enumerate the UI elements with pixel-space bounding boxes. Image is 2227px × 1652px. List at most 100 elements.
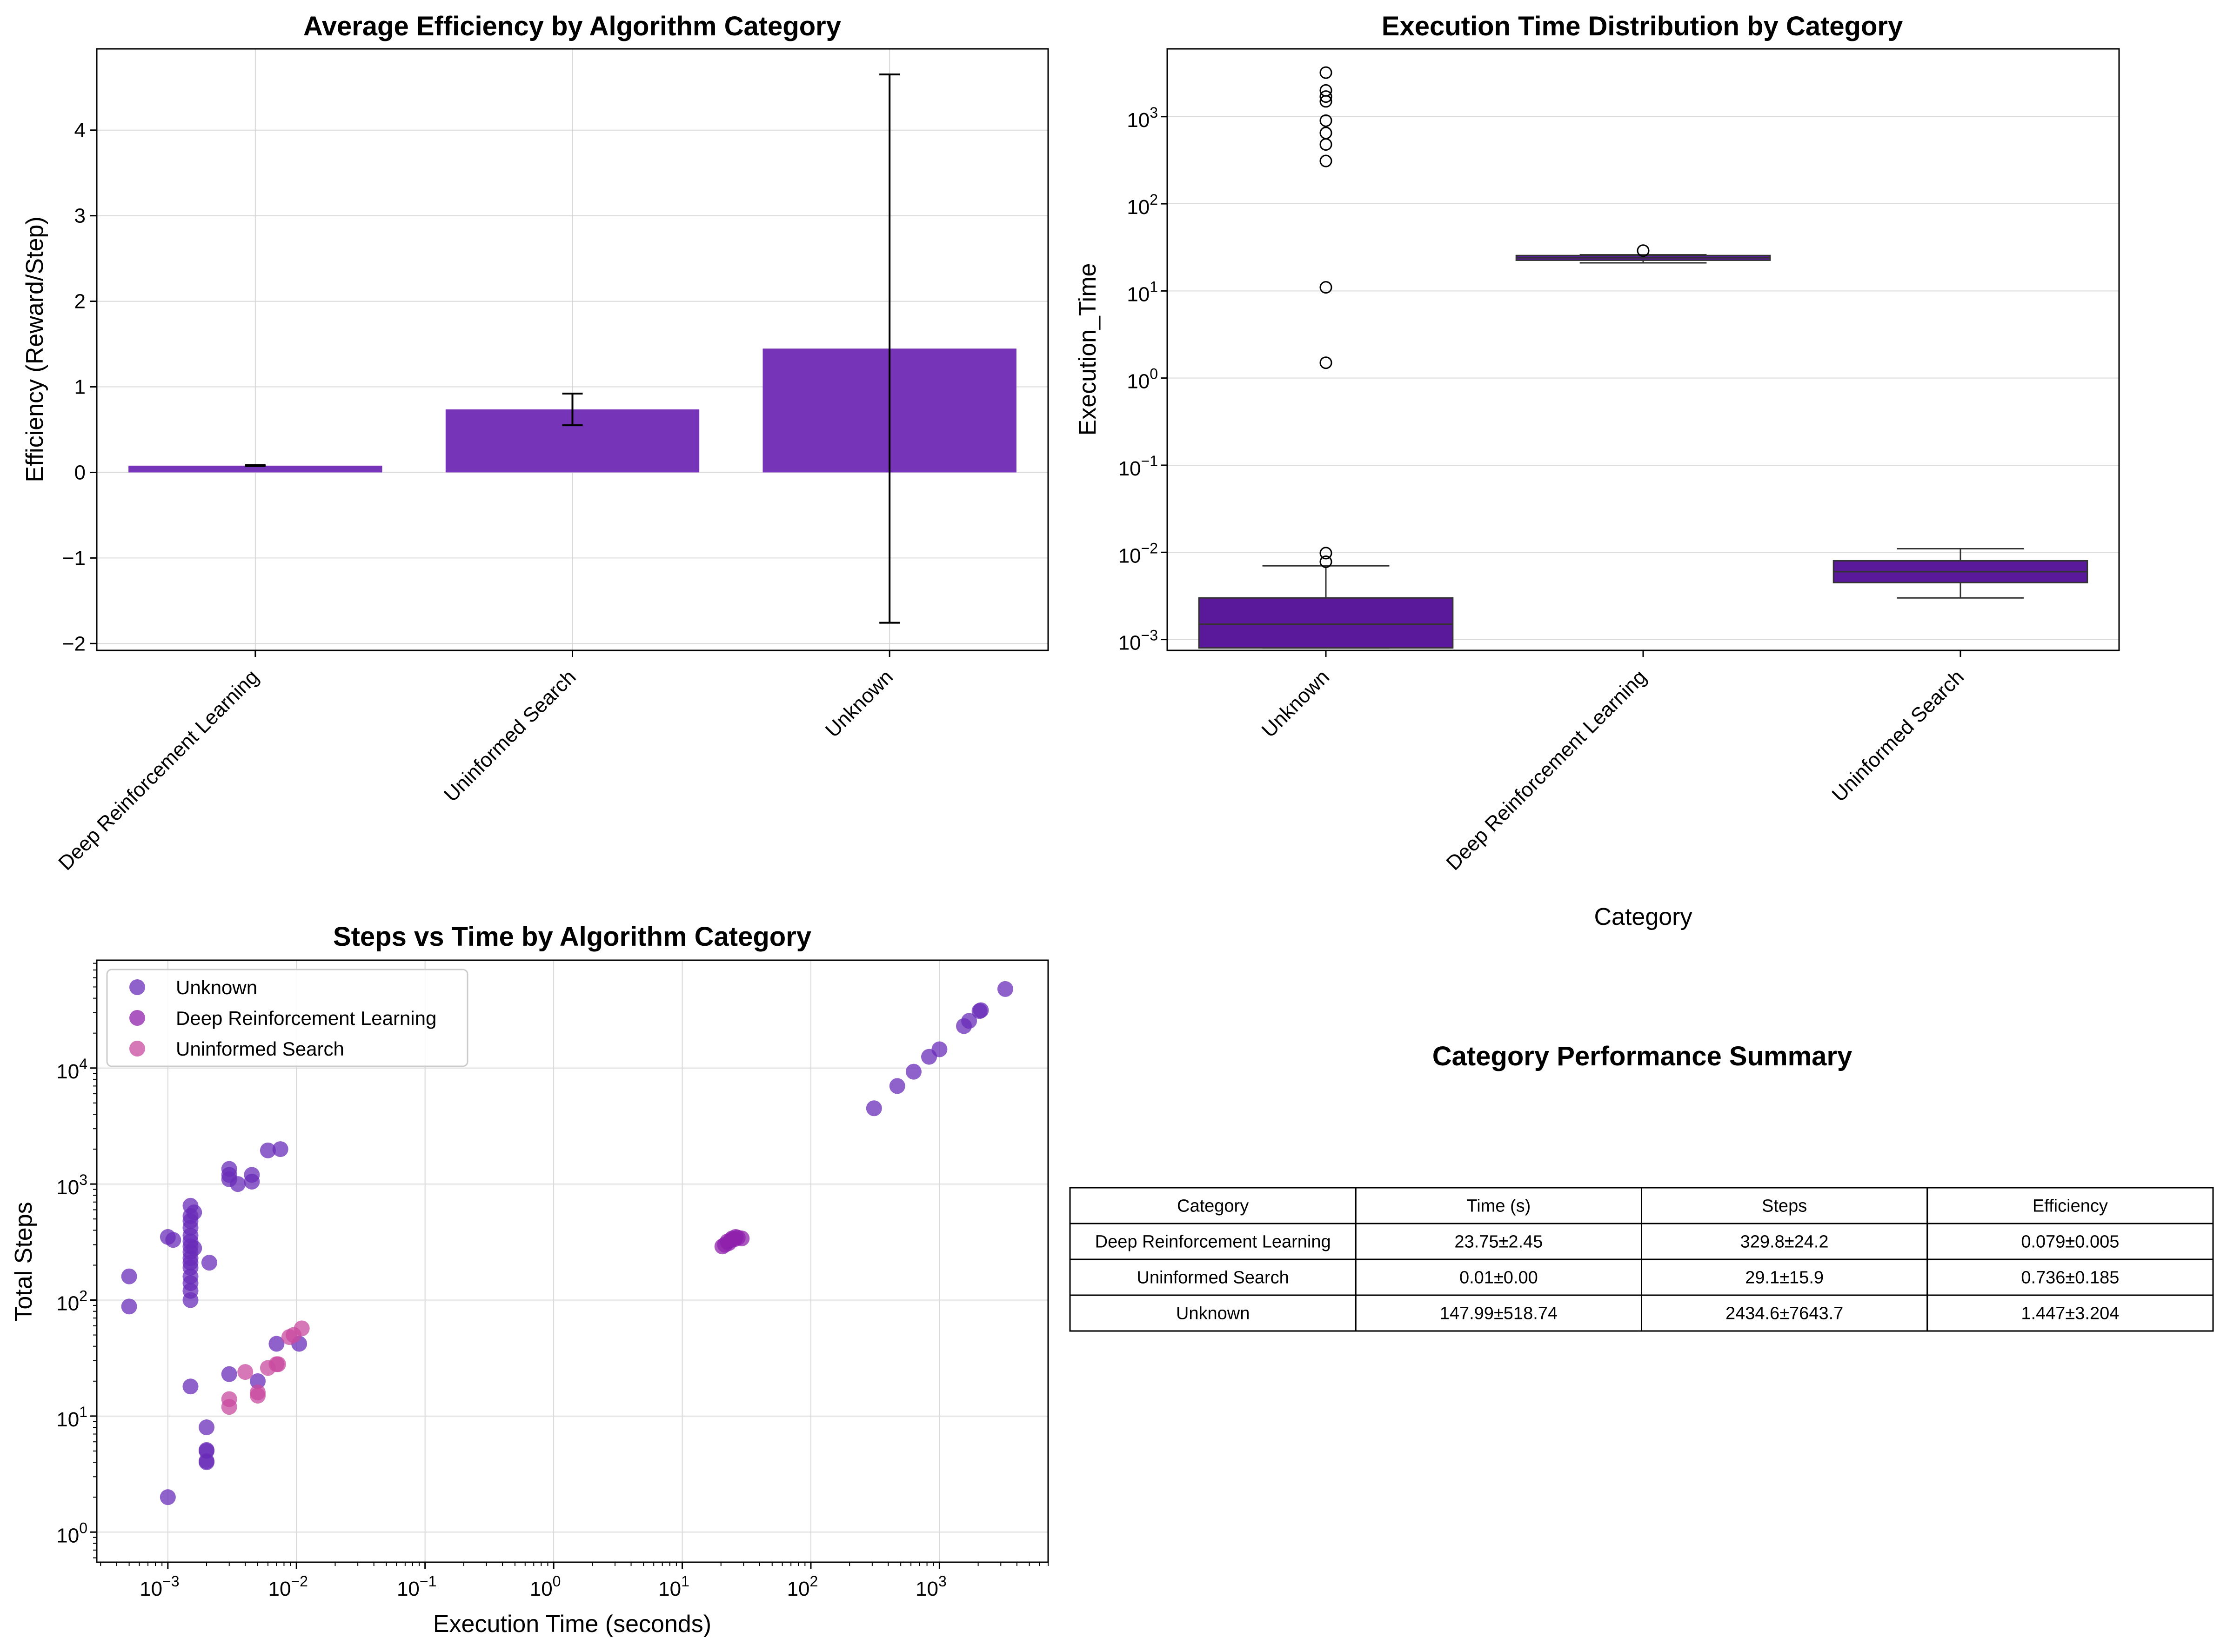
table-cell-text: Unknown xyxy=(1176,1304,1250,1324)
scatter-point xyxy=(961,1013,977,1029)
y-tick-label: 10−1 xyxy=(1118,453,1158,480)
legend-frame xyxy=(106,969,468,1067)
x-tick-label: Uninformed Search xyxy=(1827,665,1968,806)
bar-chart-error-bars xyxy=(245,73,900,624)
table-header-text: Steps xyxy=(1762,1197,1807,1216)
efficiency-bar-chart: Average Efficiency by Algorithm Category… xyxy=(21,11,1049,875)
y-tick-label: 10−3 xyxy=(1118,627,1158,655)
legend-marker xyxy=(129,1010,145,1026)
box-plot-ylabel: Execution_Time xyxy=(1074,263,1101,436)
scatter-point xyxy=(294,1320,310,1337)
x-tick-label: Uninformed Search xyxy=(440,665,581,806)
box-plot-grid xyxy=(1167,116,2119,640)
x-tick-label: 102 xyxy=(787,1573,818,1600)
table-cell xyxy=(1069,1258,1357,1296)
table-cell-text: 29.1±15.9 xyxy=(1745,1268,1824,1288)
x-tick-label: Unknown xyxy=(1257,665,1334,742)
x-tick-label: 10−1 xyxy=(397,1573,436,1600)
scatter-point xyxy=(889,1078,905,1094)
table-cell xyxy=(1355,1294,1642,1332)
execution-time-box-plot: Execution Time Distribution by Category … xyxy=(1074,11,2120,930)
y-tick-label: 104 xyxy=(56,1056,87,1083)
table-header-cell xyxy=(1641,1187,1928,1224)
outlier-point xyxy=(1319,356,1332,369)
y-tick-label: 101 xyxy=(1127,278,1158,306)
y-tick-label: −2 xyxy=(62,632,86,655)
outlier-point xyxy=(1319,547,1332,560)
table-cell-text: 147.99±518.74 xyxy=(1440,1304,1558,1324)
legend-label: Deep Reinforcement Learning xyxy=(176,1007,436,1029)
scatter-point xyxy=(272,1141,288,1157)
scatter-point xyxy=(182,1378,199,1395)
scatter-point xyxy=(186,1240,202,1257)
box xyxy=(1198,597,1454,649)
table-cell xyxy=(1355,1258,1642,1296)
outlier-point xyxy=(1319,66,1332,79)
table-cell xyxy=(1641,1223,1928,1260)
table-cell-text: 329.8±24.2 xyxy=(1740,1232,1829,1252)
category-summary: Category Performance Summary Category Tim… xyxy=(1069,1041,2214,1332)
table-cell-text: 0.079±0.005 xyxy=(2021,1232,2119,1252)
bar-chart-x-ticks: Deep Reinforcement Learning Uninformed Se… xyxy=(54,650,897,875)
scatter-xlabel: Execution Time (seconds) xyxy=(433,1611,711,1638)
scatter-point xyxy=(260,1142,276,1158)
table-cell xyxy=(1926,1294,2214,1332)
scatter-point xyxy=(230,1176,246,1192)
table-cell-text: Deep Reinforcement Learning xyxy=(1095,1232,1331,1252)
x-tick-label: 100 xyxy=(530,1573,561,1600)
x-tick-label: Deep Reinforcement Learning xyxy=(54,665,263,875)
y-tick-label: 1 xyxy=(74,376,86,399)
scatter-point xyxy=(199,1419,215,1436)
table-cell-text: 0.01±0.00 xyxy=(1459,1268,1538,1288)
y-tick-label: 102 xyxy=(1127,191,1158,219)
scatter-point xyxy=(866,1100,882,1117)
scatter-point xyxy=(199,1442,215,1458)
y-tick-label: −1 xyxy=(62,547,86,569)
scatter-point xyxy=(734,1230,750,1246)
table-header-cell xyxy=(1926,1187,2214,1224)
outlier-point xyxy=(1637,244,1650,257)
scatter-point xyxy=(121,1268,137,1284)
table-cell-text: 23.75±2.45 xyxy=(1454,1232,1543,1252)
scatter-point xyxy=(250,1384,266,1400)
box-plot-y-ticks: 10−3 10−2 10−1 100 101 102 103 xyxy=(1118,104,1167,655)
scatter-points xyxy=(121,981,1013,1505)
scatter-point xyxy=(160,1489,176,1505)
x-tick-label: 101 xyxy=(658,1573,689,1600)
box-plot-title: Execution Time Distribution by Category xyxy=(1382,11,1903,41)
outlier-point xyxy=(1319,127,1332,140)
scatter-point xyxy=(221,1161,237,1177)
box-plot-x-ticks: Unknown Deep Reinforcement Learning Uninfo… xyxy=(1257,650,1968,875)
box-plot-xlabel: Category xyxy=(1594,903,1692,930)
scatter-grid xyxy=(97,960,1048,1562)
table-cell xyxy=(1069,1223,1357,1260)
y-tick-label: 100 xyxy=(56,1519,87,1547)
box-plot-frame xyxy=(1166,48,2120,651)
scatter-title: Steps vs Time by Algorithm Category xyxy=(333,922,811,952)
scatter-point xyxy=(244,1167,260,1183)
table-cell xyxy=(1355,1223,1642,1260)
legend-label: Uninformed Search xyxy=(176,1038,344,1060)
scatter-point xyxy=(201,1255,217,1271)
x-tick-label: 10−3 xyxy=(140,1573,179,1600)
scatter-point xyxy=(931,1041,948,1057)
x-tick-label: 10−2 xyxy=(268,1573,308,1600)
table-cell xyxy=(1926,1258,2214,1296)
scatter-point xyxy=(186,1204,202,1221)
outlier-point xyxy=(1319,154,1332,167)
scatter-point xyxy=(121,1298,137,1315)
y-tick-label: 2 xyxy=(74,290,86,313)
scatter-x-ticks: 10−3 10−2 10−1 100 101 102 103 xyxy=(100,1562,1049,1600)
table-cell xyxy=(1069,1294,1357,1332)
bar xyxy=(128,465,382,473)
scatter-y-ticks: 100 101 102 103 104 xyxy=(56,963,97,1558)
scatter-point xyxy=(221,1366,237,1382)
scatter-point xyxy=(165,1232,181,1248)
legend-marker xyxy=(129,979,145,995)
outlier-point xyxy=(1319,84,1332,97)
scatter-ylabel: Total Steps xyxy=(10,1202,37,1321)
table-header-text: Time (s) xyxy=(1466,1197,1531,1216)
scatter-point xyxy=(997,981,1013,997)
y-tick-label: 100 xyxy=(1127,366,1158,393)
legend-label: Unknown xyxy=(176,976,257,998)
